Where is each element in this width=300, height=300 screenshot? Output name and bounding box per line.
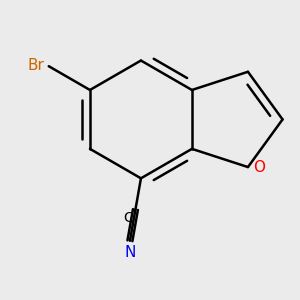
Text: C: C <box>123 211 133 225</box>
Text: O: O <box>254 160 266 175</box>
Text: Br: Br <box>27 58 44 73</box>
Text: N: N <box>124 245 136 260</box>
